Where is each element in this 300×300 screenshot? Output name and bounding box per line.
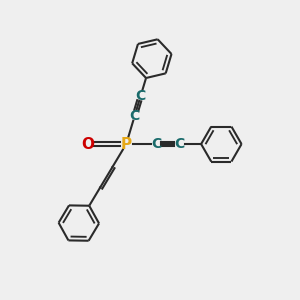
Text: C: C: [175, 137, 185, 151]
Text: P: P: [121, 136, 132, 152]
Text: O: O: [81, 136, 94, 152]
Text: C: C: [136, 89, 146, 103]
Text: C: C: [130, 109, 140, 123]
Text: C: C: [151, 137, 161, 151]
